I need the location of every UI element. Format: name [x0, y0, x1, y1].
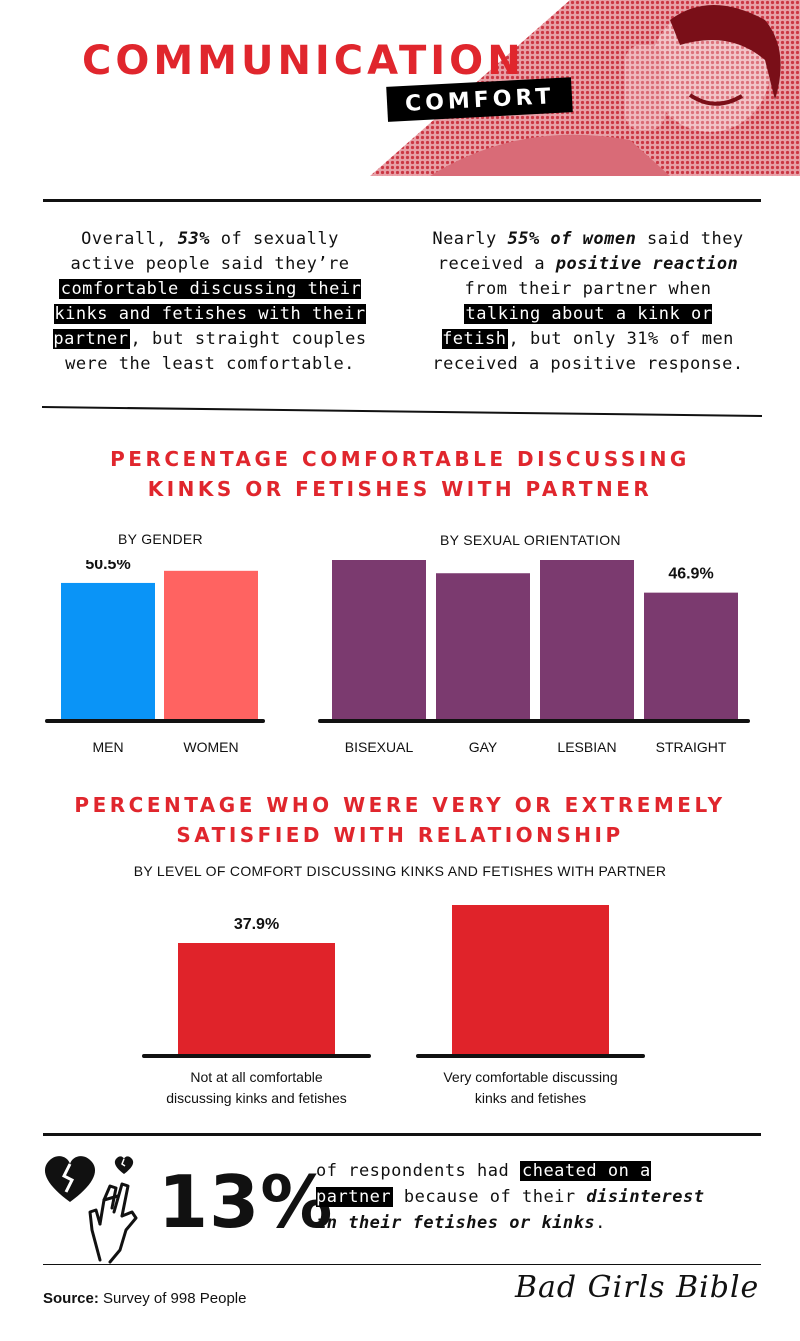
- top-divider: [43, 199, 761, 202]
- stat-text-2: because of their: [393, 1187, 587, 1207]
- stat-big-number: 13%: [158, 1160, 334, 1244]
- satisfaction-chart: 37.9% Not at all comfortable discussing ki…: [142, 905, 645, 1106]
- baseline-0: [142, 1054, 371, 1058]
- section1-title: PERCENTAGE COMFORTABLE DISCUSSING KINKS …: [0, 444, 800, 504]
- stat-bold: disinterest in their fetishes or kinks: [316, 1187, 705, 1233]
- intro-right-text-3: from their partner when: [464, 279, 712, 299]
- slanted-divider: [41, 406, 763, 417]
- orientation-chart: 60.3%BISEXUAL54.1%GAY62.5%LESBIAN46.9%ST…: [318, 560, 750, 755]
- value-label-0: 50.5%: [85, 560, 130, 573]
- broken-heart-crossed-fingers-group: [44, 1156, 138, 1264]
- category-label-0: MEN: [92, 739, 123, 755]
- bar-0: [61, 582, 155, 719]
- section2-subtitle: BY LEVEL OF COMFORT DISCUSSING KINKS AND…: [133, 863, 667, 879]
- section2-title: PERCENTAGE WHO WERE VERY OR EXTREMELY SA…: [0, 790, 800, 850]
- category-label-1: GAY: [469, 739, 498, 755]
- gender-chart: 50.5% MEN 55.0% WOMEN: [45, 560, 265, 755]
- bar-0: [332, 560, 426, 719]
- category-label-3: STRAIGHT: [656, 739, 727, 755]
- intro-right: Nearly 55% of women said they received a…: [428, 227, 748, 377]
- bar-2: [540, 560, 634, 719]
- intro-left-bold: 53%: [177, 229, 210, 249]
- stat-text-1: of respondents had: [316, 1161, 520, 1181]
- bar-0: [178, 943, 335, 1054]
- category-label-1-1: kinks and fetishes: [475, 1090, 586, 1106]
- baseline: [45, 719, 265, 723]
- intro-right-bold-2: positive reaction: [555, 254, 739, 274]
- category-label-0: BISEXUAL: [345, 739, 414, 755]
- section2-title-line1: PERCENTAGE WHO WERE VERY OR EXTREMELY: [74, 793, 726, 817]
- category-label-0-1: discussing kinks and fetishes: [166, 1090, 347, 1106]
- stat-text: of respondents had cheated on a partner …: [316, 1158, 736, 1236]
- intro-right-text-2: said they received a: [437, 229, 744, 274]
- source-note: Source: Survey of 998 People: [43, 1290, 246, 1307]
- baseline-1: [416, 1054, 645, 1058]
- value-label-1: 55.0%: [188, 560, 233, 561]
- bar-1: [164, 570, 258, 719]
- stat-divider: [43, 1133, 761, 1136]
- section2-title-line2: SATISFIED WITH RELATIONSHIP: [176, 823, 624, 847]
- source-label: Source:: [43, 1290, 99, 1307]
- bar-3: [644, 592, 738, 719]
- category-label-1: WOMEN: [183, 739, 238, 755]
- source-text: Survey of 998 People: [98, 1290, 247, 1307]
- bar-1: [452, 905, 609, 1054]
- stat-text-3: .: [595, 1213, 606, 1233]
- baseline: [318, 719, 750, 723]
- footer-divider: [43, 1264, 761, 1265]
- category-label-0-0: Not at all comfortable: [190, 1069, 322, 1085]
- brand-logo: Bad Girls Bible: [515, 1270, 760, 1305]
- broken-heart-icon: [44, 1156, 96, 1202]
- category-label-2: LESBIAN: [557, 739, 616, 755]
- small-broken-heart-icon: [114, 1156, 134, 1174]
- crossed-fingers-icon: [88, 1182, 138, 1264]
- intro-left-text-3: , but straight couples were the least co…: [65, 329, 367, 374]
- bar-1: [436, 573, 530, 719]
- intro-right-text-1: Nearly: [432, 229, 508, 249]
- value-label-0: 37.9%: [234, 916, 279, 933]
- section1-title-line1: PERCENTAGE COMFORTABLE DISCUSSING: [110, 447, 690, 471]
- orientation-label: BY SEXUAL ORIENTATION: [440, 532, 621, 548]
- intro-right-text-4: , but only 31% of men received a positiv…: [432, 329, 744, 374]
- category-label-1-0: Very comfortable discussing: [443, 1069, 617, 1085]
- intro-right-bold-1: 55% of women: [507, 229, 637, 249]
- intro-left-text-2: of sexually active people said they’re: [70, 229, 350, 274]
- hero-photo: [370, 0, 800, 176]
- intro-left: Overall, 53% of sexually active people s…: [50, 227, 370, 377]
- section1-title-line2: KINKS OR FETISHES WITH PARTNER: [147, 477, 653, 501]
- gender-label: BY GENDER: [118, 531, 203, 547]
- page-title: COMMUNICATION: [82, 38, 525, 84]
- value-label-1: 54.1%: [460, 560, 505, 563]
- value-label-3: 46.9%: [668, 566, 713, 583]
- intro-left-text-1: Overall,: [81, 229, 178, 249]
